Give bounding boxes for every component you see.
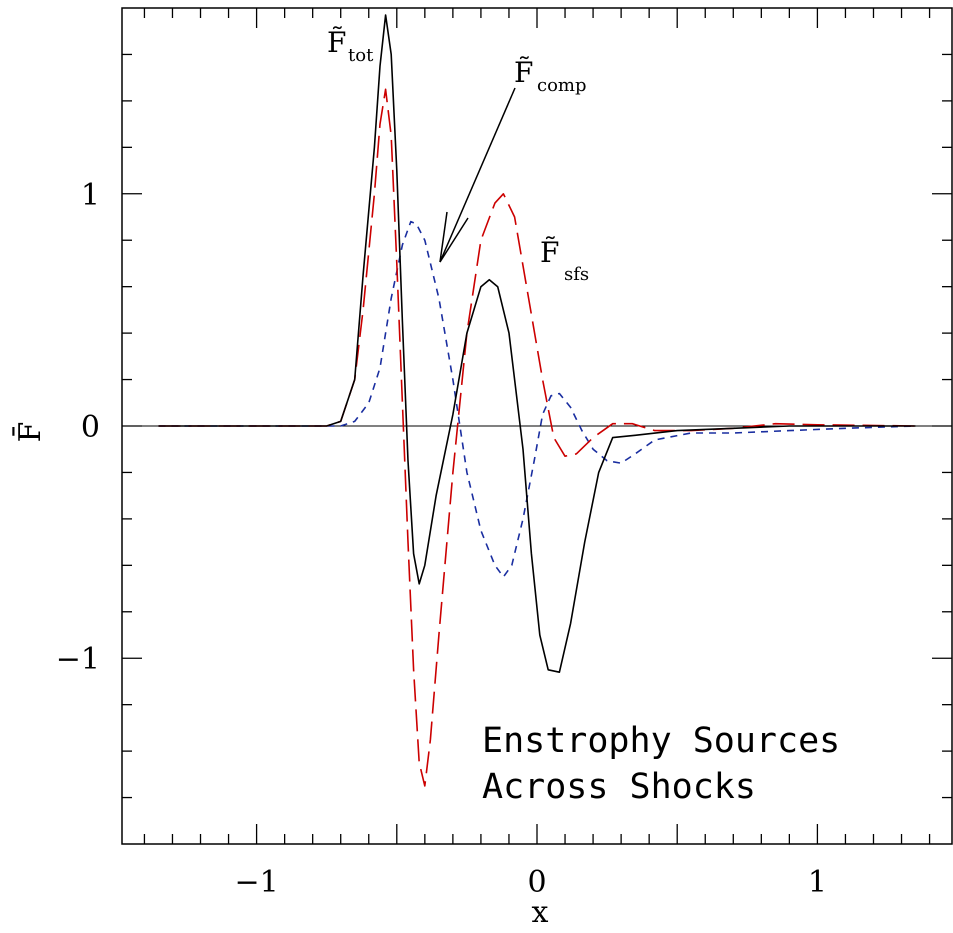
pointer-arrow: [439, 87, 516, 263]
series-line: [158, 14, 916, 673]
annotation-f-sfs: F̃ sfs: [540, 236, 589, 285]
x-tick-label: 1: [808, 865, 827, 900]
chart-caption: Enstrophy Sources Across Shocks: [482, 721, 840, 807]
axis-ticks: [122, 8, 952, 844]
svg-text:F̃: F̃: [540, 236, 559, 269]
x-tick-label: −1: [234, 865, 278, 900]
y-tick-label: 0: [81, 410, 100, 445]
series-line: [158, 220, 916, 578]
svg-text:comp: comp: [537, 75, 587, 96]
x-tick-label: 0: [527, 865, 546, 900]
y-tick-label: 1: [81, 178, 100, 213]
series-line: [158, 88, 916, 787]
series-layer: [158, 14, 916, 787]
annotation-f-tot: F̃ tot: [327, 26, 374, 66]
svg-text:Enstrophy Sources: Enstrophy Sources: [482, 721, 840, 761]
svg-text:sfs: sfs: [564, 264, 589, 285]
y-tick-labels: −1 0 1: [56, 178, 100, 677]
svg-text:F̃: F̃: [514, 56, 533, 89]
x-tick-labels: −1 0 1: [234, 865, 826, 900]
svg-text:Across Shocks: Across Shocks: [482, 767, 756, 807]
y-tick-label: −1: [56, 642, 100, 677]
y-axis-title: F̄: [12, 422, 48, 443]
svg-text:F̃: F̃: [327, 26, 346, 59]
x-axis-title: x: [532, 895, 549, 930]
svg-text:tot: tot: [348, 45, 374, 66]
annotation-f-comp: F̃ comp: [514, 56, 587, 96]
